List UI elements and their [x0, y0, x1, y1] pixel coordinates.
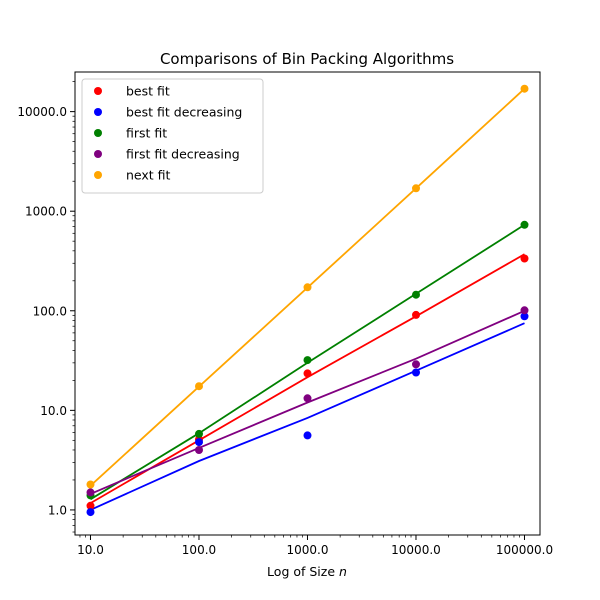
fit-line-best-fit-decreasing: [90, 322, 525, 511]
legend-marker: [94, 108, 102, 116]
legend-marker: [94, 171, 102, 179]
data-point-best-fit-decreasing: [195, 438, 203, 447]
y-tick-label: 100.0: [33, 304, 67, 318]
data-point-first-fit-decreasing: [195, 446, 203, 454]
data-point-first-fit-decreasing: [303, 394, 312, 403]
x-tick-label: 1000.0: [286, 543, 328, 557]
data-point-best-fit: [412, 310, 420, 319]
data-point-first-fit-decreasing: [520, 306, 529, 315]
data-point-first-fit-decreasing: [412, 360, 420, 369]
x-tick-label: 10000.0: [391, 543, 441, 557]
data-point-next-fit: [195, 382, 203, 391]
x-tick-label: 100.0: [182, 543, 216, 557]
data-point-best-fit-decreasing: [303, 431, 312, 440]
x-tick-label: 100000.0: [496, 543, 553, 557]
y-tick-label: 1000.0: [25, 205, 67, 219]
data-point-best-fit-decreasing: [412, 368, 420, 377]
data-point-next-fit: [303, 283, 312, 292]
data-point-first-fit: [520, 220, 529, 229]
legend-label: next fit: [126, 168, 171, 183]
y-tick-label: 10000.0: [17, 105, 67, 119]
data-point-first-fit: [195, 429, 203, 438]
legend-marker: [94, 150, 102, 158]
legend: best fit best fit decreasing first fit firs…: [81, 78, 264, 194]
legend-label: best fit decreasing: [126, 105, 242, 120]
chart-title: Comparisons of Bin Packing Algorithms: [160, 50, 454, 68]
y-tick-label: 1.0: [48, 503, 67, 517]
legend-box: [81, 78, 264, 194]
legend-marker: [94, 129, 102, 137]
legend-marker: [94, 87, 102, 95]
fit-line-first-fit-decreasing: [90, 309, 525, 495]
legend-label: first fit decreasing: [126, 147, 240, 162]
axes: 10.0 100.0 1000.0 10000.0 100000.0 1.0 10.0 100…: [17, 71, 553, 557]
data-point-best-fit-decreasing: [520, 312, 529, 321]
data-point-first-fit-decreasing: [86, 488, 95, 497]
legend-label: first fit: [126, 126, 167, 141]
data-point-best-fit: [520, 254, 529, 263]
plot-area: [86, 84, 529, 517]
data-point-first-fit: [303, 356, 312, 365]
x-tick-label: 10.0: [77, 543, 104, 557]
data-point-best-fit-decreasing: [86, 508, 95, 517]
data-point-next-fit: [412, 184, 420, 193]
y-tick-label: 10.0: [40, 404, 67, 418]
legend-label: best fit: [126, 84, 170, 99]
data-point-next-fit: [86, 480, 95, 489]
data-point-next-fit: [520, 84, 529, 93]
data-point-first-fit: [412, 290, 420, 299]
data-point-best-fit: [303, 369, 312, 378]
data-point-best-fit: [86, 501, 95, 510]
x-axis-label: Log of Size n: [267, 564, 347, 579]
